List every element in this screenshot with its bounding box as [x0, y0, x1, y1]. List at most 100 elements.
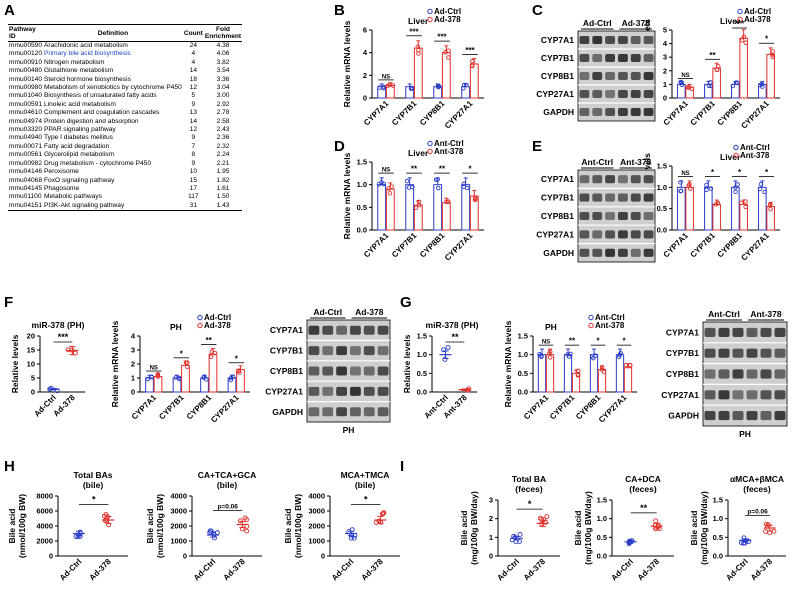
y-axis-label: Bile acid	[689, 511, 699, 546]
category-label: CYP7B1	[157, 393, 186, 422]
cell-pathway-id: mmu00982	[9, 159, 42, 167]
chart-subtitle: (bile)	[83, 480, 103, 490]
blot-band	[336, 386, 347, 396]
y-tick-label: 3	[131, 346, 135, 355]
data-point	[470, 63, 475, 69]
y-tick-label: 0.5	[417, 369, 427, 378]
table-row: mmu03320 PPAR signaling pathway 12 2.43	[8, 126, 242, 134]
blot-row-label: CYP7A1	[541, 35, 574, 45]
cell-count: 31	[182, 201, 204, 212]
blot-band	[579, 230, 590, 239]
data-point	[743, 204, 748, 210]
cell-definition: PPAR signaling pathway	[44, 126, 116, 134]
legend-marker	[197, 314, 203, 321]
data-point	[770, 54, 775, 60]
data-point	[576, 368, 581, 373]
data-point	[767, 530, 773, 536]
blot-band	[630, 248, 641, 257]
bar	[731, 83, 740, 99]
y-tick-label: 0.0	[357, 226, 367, 235]
data-point	[616, 354, 622, 360]
data-point	[230, 374, 236, 380]
blot-band	[630, 108, 641, 116]
significance-label: NS	[542, 340, 550, 346]
y-tick-label: 0	[49, 552, 53, 561]
panel-label-d: D	[334, 138, 345, 155]
data-point	[385, 83, 390, 89]
category-label: CYP27A1	[739, 231, 771, 263]
blot-band	[618, 36, 628, 44]
category-label: Ad-378	[636, 557, 662, 583]
significance-label: **	[569, 337, 576, 346]
blot-band	[579, 108, 590, 116]
blot-G: Ant-Ctrl Ant-378 CYP7A1 CYP7B1 CYP8B1 CYP27A1…	[661, 309, 788, 439]
data-point	[155, 373, 160, 378]
data-point	[758, 181, 764, 187]
panel-label-g: G	[400, 294, 412, 311]
bar	[208, 353, 218, 393]
significance-label: ***	[409, 27, 419, 36]
blot-band	[643, 36, 654, 44]
y-tick-label: 0.0	[518, 388, 528, 397]
data-point	[741, 34, 747, 40]
y-tick-label: 1.5	[417, 332, 427, 341]
bar	[377, 184, 387, 231]
blot-band	[322, 366, 334, 376]
cell-count: 24	[189, 42, 197, 49]
blot-group-label: Ad-Ctrl	[583, 18, 612, 28]
blot-band	[377, 366, 389, 376]
blot-row-label: CYP27A1	[265, 386, 303, 396]
cell-fold: 4.38	[216, 42, 230, 49]
cell-count: 10	[189, 168, 197, 176]
y-tick-label: 1.0	[357, 180, 367, 189]
header-definition: Definition	[43, 24, 183, 42]
blot-group-label: Ant-378	[620, 157, 651, 167]
legend-marker	[737, 16, 743, 23]
data-point	[228, 377, 234, 383]
y-tick-label: 0.5	[357, 203, 367, 212]
data-point	[376, 182, 382, 187]
data-point	[544, 514, 550, 520]
legend-marker	[733, 144, 739, 151]
chart-subtitle: (feces)	[629, 484, 657, 494]
significance-label: ***	[58, 332, 69, 342]
y-tick-label: 8000	[36, 492, 53, 501]
cell-definition: Protein digestion and absorption	[44, 117, 139, 125]
cell-count: 117	[188, 193, 199, 201]
header-fold: Fold Enrichment	[203, 24, 243, 42]
table-row: mmu04940 Type I diabetes mellitus 9 2.36	[8, 134, 242, 142]
cell-definition: Glycerolipid metabolism	[44, 151, 114, 159]
blot-band	[350, 386, 361, 396]
blot-band	[579, 72, 590, 80]
category-label: Ad-378	[522, 557, 548, 583]
data-point	[444, 199, 449, 205]
cell-definition: Complement and coagulation cascades	[44, 109, 160, 117]
cell-pathway-id: mmu00980	[9, 84, 42, 92]
y-tick-label: 3	[663, 53, 667, 62]
data-point	[628, 363, 633, 368]
data-point	[446, 55, 451, 60]
category-label: Ad-Ctrl	[330, 557, 356, 583]
significance-label: *	[92, 494, 96, 504]
y-axis-unit: (nmol/100g BW)	[155, 494, 165, 558]
blot-band	[643, 72, 654, 80]
chart-title: Liver	[720, 16, 741, 26]
chart-title: CA+TCA+GCA	[198, 470, 257, 480]
y-tick-label: 20	[27, 332, 35, 341]
blot-band	[746, 348, 758, 358]
category-label: CYP7A1	[662, 99, 691, 128]
blot-membrane	[577, 169, 656, 263]
panel-label-e: E	[532, 138, 543, 155]
cell-fold: 3.00	[216, 92, 230, 100]
data-point	[461, 86, 466, 91]
data-point	[237, 518, 243, 524]
chart-F2: 0 1 2 3 4 Relative mRNA levels PH Ad-CtrlAd-378…	[110, 313, 250, 425]
cell-fold: 1.82	[216, 176, 230, 184]
y-tick-label: 6000	[36, 507, 53, 516]
blot-band	[605, 36, 615, 44]
data-point	[568, 351, 573, 357]
significance-label: NS	[382, 74, 390, 80]
data-point	[381, 181, 387, 187]
cell-count: 12	[189, 126, 197, 134]
data-point	[547, 355, 553, 360]
